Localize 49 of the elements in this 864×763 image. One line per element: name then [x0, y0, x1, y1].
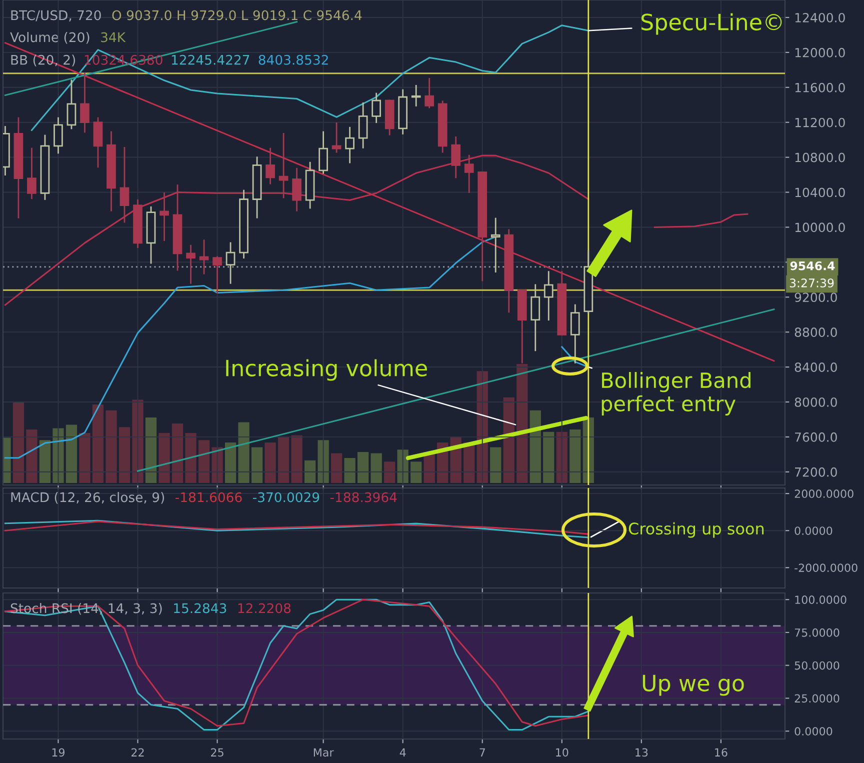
series-label: -188.3964 — [330, 492, 397, 502]
y-tick-label: 8800.0 — [794, 328, 837, 337]
annotation: Up we go — [642, 674, 744, 696]
ref-line-label: 9546.4 — [790, 261, 835, 270]
y-tick-label: 11600.0 — [795, 82, 845, 92]
y-tick-label: 0.0000 — [794, 526, 832, 535]
y-tick-label: 25.0000 — [794, 694, 840, 703]
y-tick-label: 100.0000 — [795, 596, 846, 604]
x-tick-label: 19 — [52, 748, 65, 757]
x-tick-label: 4 — [400, 748, 406, 756]
x-tick-label: 25 — [211, 748, 224, 757]
y-tick-label: 8400.0 — [794, 362, 837, 372]
y-tick-label: 50.0000 — [794, 661, 840, 670]
x-tick-label: Mar — [314, 748, 334, 757]
annotation: O 9037.0 H 9729.0 L 9019.1 C 9546.4 — [112, 10, 362, 20]
annotation: Crossing up soon — [628, 522, 764, 538]
chart-title: MACD (12, 26, close, 9) — [11, 492, 164, 504]
series-label: 12245.4227 — [172, 54, 250, 65]
y-tick-label: 12400.0 — [795, 12, 845, 22]
text: BTC/USD, 720 — [11, 10, 101, 22]
y-tick-label: 10400.0 — [795, 188, 845, 198]
annotation: Increasing volume — [226, 359, 427, 381]
annotation: -181.6066 — [176, 492, 242, 502]
y-tick-label: 11200.0 — [795, 118, 845, 128]
series-label: -370.0029 — [252, 492, 320, 502]
x-tick-label: 7 — [480, 748, 485, 756]
text: 15.2843 — [174, 603, 226, 614]
x-tick-label: 22 — [131, 748, 144, 756]
y-tick-label: 7200.0 — [795, 467, 837, 477]
y-tick-label: 9200.0 — [794, 292, 837, 302]
y-tick-label: 10000.0 — [795, 222, 845, 232]
x-tick-label: 10 — [556, 748, 568, 757]
y-tick-label: -2000.0000 — [794, 564, 858, 572]
annotation: 34K — [101, 32, 126, 42]
text: 3:27:39 — [790, 278, 834, 288]
y-tick-label: 8000.0 — [794, 397, 837, 407]
y-tick-label: 0.0000 — [794, 727, 832, 736]
y-tick-label: 75.0000 — [794, 628, 840, 637]
annotation: Bollinger Band perfect entry — [602, 372, 750, 416]
y-tick-label: 10800.0 — [795, 152, 845, 162]
y-tick-label: 2000.0000 — [794, 490, 854, 498]
series-label: 12.2208 — [238, 603, 291, 614]
y-tick-label: 12000.0 — [795, 48, 845, 58]
annotation: Specu-Line© — [641, 13, 782, 35]
x-tick-label: 13 — [636, 748, 648, 757]
chart-title: Volume (20) — [10, 32, 90, 44]
text: 8403.8532 — [258, 54, 328, 65]
y-tick-label: 7600.0 — [795, 432, 837, 442]
x-tick-label: 16 — [715, 748, 728, 757]
